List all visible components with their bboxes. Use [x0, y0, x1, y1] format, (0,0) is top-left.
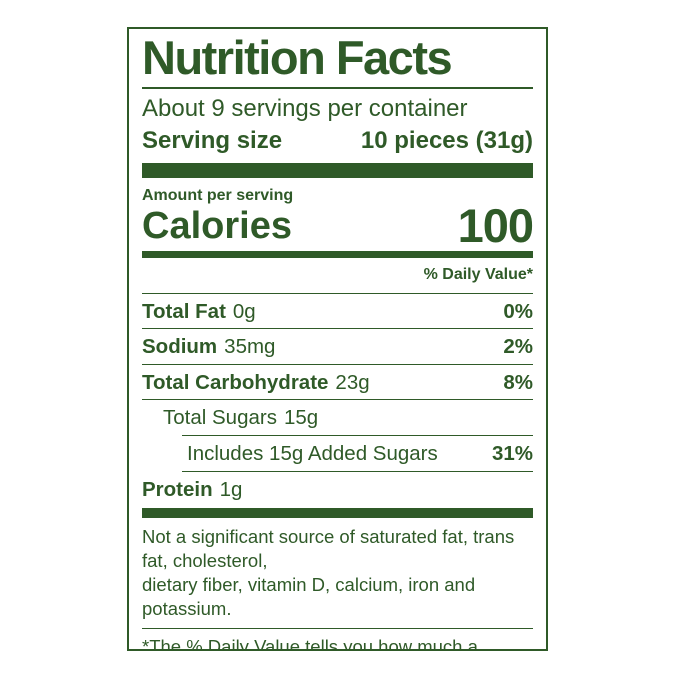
nutrient-daily-value: 8% — [503, 370, 533, 394]
nutrient-amount: 15g — [283, 406, 319, 430]
nutrient-name-amount: Total Carbohydrate 23g — [142, 371, 370, 395]
serving-size-value: 10 pieces (31g) — [360, 126, 533, 154]
nutrient-amount: 23g — [335, 370, 370, 394]
nutrient-row-sodium: Sodium 35mg 2% — [142, 329, 533, 365]
thick-divider-bar-bottom — [142, 508, 533, 519]
nutrient-row-total-carbohydrate: Total Carbohydrate 23g 8% — [142, 365, 533, 401]
nutrition-facts-panel: Nutrition Facts About 9 servings per con… — [127, 27, 548, 651]
nutrient-daily-value: 31% — [491, 442, 533, 466]
serving-size-row: Serving size 10 pieces (31g) — [142, 127, 533, 156]
nutrient-name: Total Fat — [142, 299, 226, 323]
calories-row: Calories 100 — [142, 198, 534, 252]
nutrient-daily-value: 2% — [503, 335, 533, 359]
nutrient-row-total-sugars: Total Sugars 15g — [142, 400, 533, 435]
nutrient-name: Sodium — [142, 335, 218, 359]
nutrient-amount: 35mg — [224, 335, 276, 359]
medium-divider-bar — [142, 251, 533, 259]
nutrient-row-added-sugars: Includes 15g Added Sugars 31% — [182, 435, 533, 472]
nutrient-amount: 0g — [232, 299, 256, 323]
nutrient-daily-value: 0% — [503, 299, 533, 323]
nutrition-facts-title: Nutrition Facts — [142, 32, 533, 89]
nutrient-name: Protein — [142, 477, 213, 501]
serving-size-label: Serving size — [142, 126, 283, 154]
nutrient-name-amount: Total Fat 0g — [142, 300, 256, 324]
daily-value-footnote: *The % Daily Value tells you how much a … — [142, 636, 478, 651]
calories-value: 100 — [457, 198, 534, 252]
nutrient-name: Includes 15g Added Sugars — [187, 442, 438, 466]
nutrient-amount: 1g — [219, 477, 243, 501]
thick-divider-bar-top — [142, 163, 533, 179]
servings-per-container: About 9 servings per container — [142, 94, 468, 122]
nutrient-name-amount: Includes 15g Added Sugars — [187, 442, 438, 466]
not-significant-source-note: Not a significant source of saturated fa… — [142, 525, 533, 630]
nutrient-name-amount: Sodium 35mg — [142, 335, 275, 359]
nutrient-name: Total Carbohydrate — [142, 370, 329, 394]
nutrient-name: Total Sugars — [163, 406, 277, 430]
nutrient-name-amount: Protein 1g — [142, 478, 242, 502]
percent-daily-value-header: % Daily Value* — [142, 258, 533, 294]
amount-per-serving-label: Amount per serving — [142, 187, 294, 205]
nutrient-row-protein: Protein 1g — [142, 472, 533, 509]
nutrient-row-total-fat: Total Fat 0g 0% — [142, 294, 533, 330]
nutrient-name-amount: Total Sugars 15g — [163, 406, 318, 430]
calories-label: Calories — [142, 205, 292, 248]
